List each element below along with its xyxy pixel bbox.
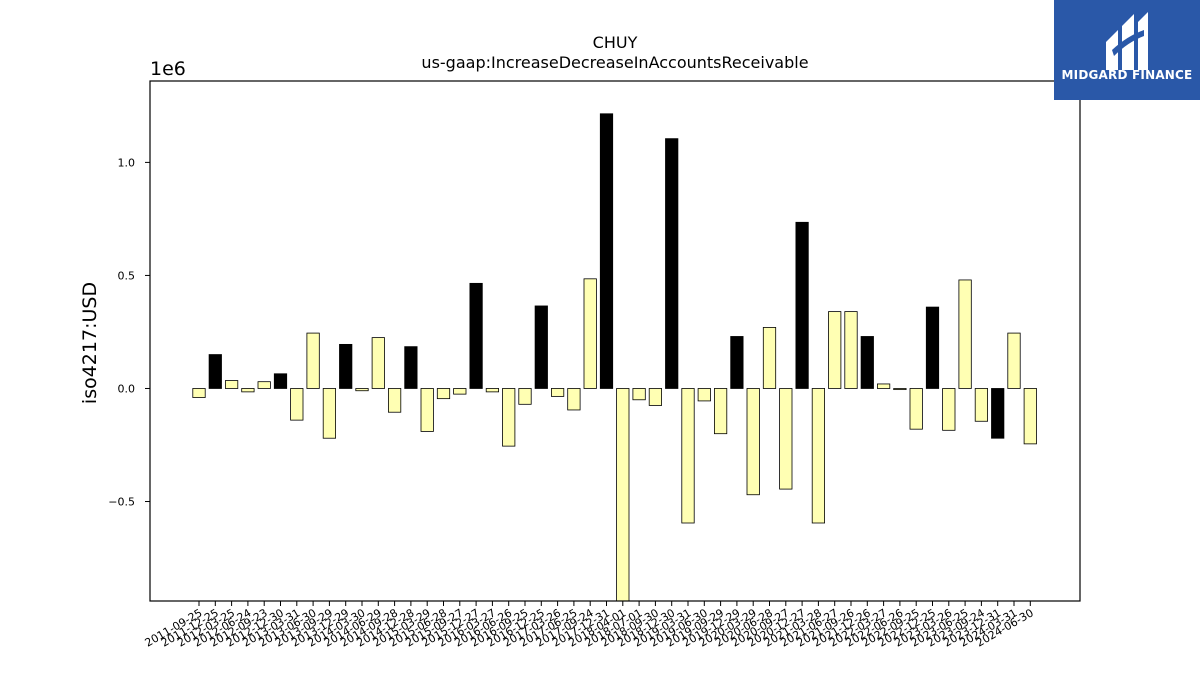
- bar-2012-09-23: [257, 381, 271, 389]
- bar-2013-12-29: [339, 343, 353, 389]
- bar-2018-04-01: [616, 388, 630, 602]
- bar-2014-03-30: [355, 388, 369, 392]
- bar-2020-03-29: [746, 388, 760, 496]
- bar-2012-03-25: [224, 380, 239, 389]
- bar-2017-12-31: [599, 113, 614, 389]
- chart-subtitle: us-gaap:IncreaseDecreaseInAccountsReceiv…: [421, 53, 808, 72]
- bar-2023-12-31: [991, 388, 1005, 439]
- bar-2018-12-30: [665, 138, 679, 389]
- bars-group: [192, 113, 1037, 602]
- bar-2020-06-28: [762, 327, 777, 389]
- bar-2011-09-25: [192, 388, 206, 398]
- bar-2022-03-27: [877, 383, 891, 389]
- bar-2021-09-26: [844, 311, 858, 389]
- bar-2020-09-27: [779, 388, 793, 490]
- x-axis-ticks: 2011-09-252011-12-252012-03-252012-06-24…: [143, 601, 1036, 650]
- bar-2013-03-31: [290, 388, 304, 421]
- bar-2021-06-27: [828, 311, 842, 389]
- bar-2018-09-30: [648, 388, 663, 406]
- bar-2019-03-31: [681, 388, 695, 524]
- bar-2017-03-26: [551, 388, 565, 397]
- midgard-finance-logo: MIDGARD FINANCE: [1054, 0, 1200, 100]
- bar-2014-09-28: [387, 388, 402, 413]
- bar-2012-12-30: [273, 373, 288, 389]
- bar-2013-06-30: [306, 332, 320, 389]
- bar-2016-06-26: [502, 388, 516, 447]
- bar-2011-12-25: [208, 354, 222, 389]
- bar-2019-12-29: [730, 336, 744, 389]
- bar-2022-06-26: [893, 388, 907, 391]
- bar-2015-12-27: [469, 282, 483, 389]
- bar-2015-09-27: [453, 388, 467, 395]
- bar-2023-09-24: [974, 388, 989, 422]
- bar-2023-03-26: [942, 388, 956, 431]
- bar-2021-12-26: [860, 336, 874, 389]
- bar-2022-09-25: [909, 388, 923, 430]
- y-axis-label: iso4217:USD: [79, 282, 101, 404]
- bar-2015-06-28: [436, 388, 451, 400]
- bar-2017-09-24: [583, 278, 597, 389]
- bar-2016-12-25: [534, 305, 548, 389]
- bar-2014-12-28: [404, 346, 418, 389]
- bar-2019-06-30: [697, 388, 711, 402]
- y-tick-label: −0.5: [108, 496, 135, 509]
- bar-2012-06-24: [241, 388, 255, 393]
- bar-2014-06-29: [371, 337, 385, 389]
- bar-2016-09-25: [518, 388, 532, 405]
- bar-2019-09-29: [714, 388, 728, 435]
- y-axis-ticks: 1.0 0.5 0.0 −0.5: [108, 156, 150, 509]
- y-tick-label: 0.5: [118, 269, 136, 282]
- bar-2022-12-25: [925, 306, 940, 389]
- chart-title: CHUY: [593, 33, 638, 52]
- bar-2016-03-27: [485, 388, 500, 393]
- logo-text: MIDGARD FINANCE: [1061, 68, 1193, 82]
- midgard-m-mark-icon: [1106, 12, 1148, 70]
- bar-2023-06-25: [958, 279, 972, 389]
- bar-2018-07-01: [632, 388, 646, 401]
- bar-2017-06-25: [567, 388, 581, 411]
- bar-2024-03-31: [1007, 332, 1021, 389]
- bar-2013-09-29: [322, 388, 337, 439]
- y-axis-multiplier: 1e6: [150, 58, 186, 80]
- y-tick-label: 0.0: [118, 382, 136, 395]
- bar-2020-12-27: [795, 221, 809, 389]
- bar-2024-06-30: [1023, 388, 1037, 445]
- y-tick-label: 1.0: [118, 156, 136, 169]
- plot-frame: [149, 80, 1081, 602]
- bar-2015-03-29: [420, 388, 434, 432]
- bar-2021-03-28: [811, 388, 826, 524]
